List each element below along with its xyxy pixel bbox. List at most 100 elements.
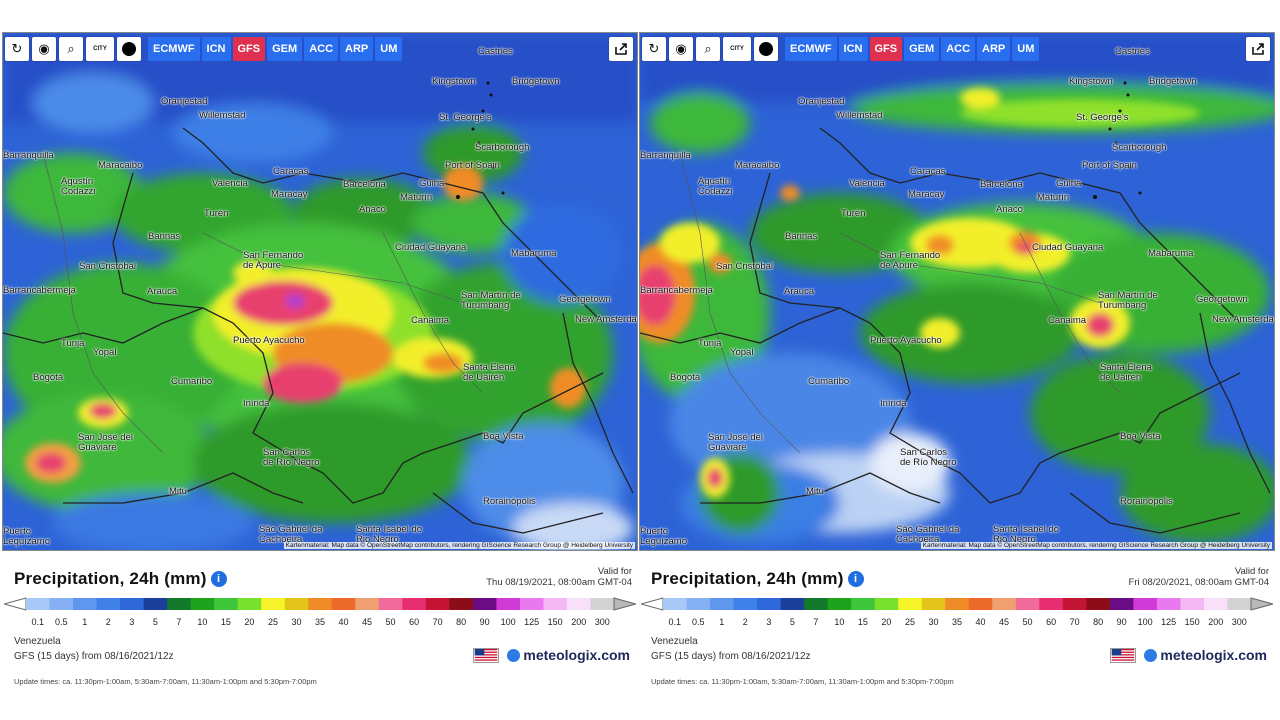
scale-tick-label: 5 xyxy=(152,617,158,627)
scale-swatch xyxy=(1015,598,1040,610)
map-toolbar: ↻ ◉ ⌕ CITY ECMWF ICN GFS GEM ACC ARP UM xyxy=(642,37,1040,61)
place-label: Puerto Ayacucho xyxy=(870,335,942,346)
city-toggle-button[interactable]: CITY xyxy=(723,37,751,61)
scale-swatch xyxy=(733,598,758,610)
city-toggle-button[interactable]: CITY xyxy=(86,37,114,61)
model-button-arp[interactable]: ARP xyxy=(340,37,374,61)
place-label: Kingstown xyxy=(1069,76,1113,87)
place-label: Barrancabermeja xyxy=(3,285,76,296)
model-run: GFS (15 days) from 08/16/2021/12z xyxy=(14,651,174,662)
share-icon[interactable] xyxy=(609,37,633,61)
scale-swatch xyxy=(1156,598,1181,610)
model-button-gem[interactable]: GEM xyxy=(267,37,303,61)
place-label: San José del Guaviare xyxy=(708,432,763,453)
place-label: New Amsterdam xyxy=(1212,314,1275,325)
place-label: Maracaibo xyxy=(98,160,143,171)
place-label: Bogotá xyxy=(670,372,701,383)
info-icon[interactable]: i xyxy=(847,571,864,587)
scale-swatch xyxy=(355,598,380,610)
scale-swatch xyxy=(921,598,946,610)
scale-swatch xyxy=(284,598,309,610)
place-label: Mabaruma xyxy=(511,248,557,259)
model-button-gem[interactable]: GEM xyxy=(904,37,940,61)
place-label: Barinas xyxy=(148,231,181,242)
us-flag-icon[interactable] xyxy=(1110,647,1137,663)
scale-tick-label: 200 xyxy=(1208,617,1224,627)
place-label: Valencia xyxy=(212,178,248,189)
scale-tick-label: 40 xyxy=(338,617,349,627)
scale-tick-label: 40 xyxy=(975,617,986,627)
model-button-icn[interactable]: ICN xyxy=(838,37,868,61)
place-label: Cumaribo xyxy=(808,376,850,387)
place-label: Inírida xyxy=(880,398,907,409)
scale-swatch xyxy=(308,598,333,610)
scale-swatch xyxy=(1180,598,1205,610)
place-label: San Cristóbal xyxy=(79,261,137,272)
place-label: Kingstown xyxy=(432,76,476,87)
model-button-um[interactable]: UM xyxy=(375,37,403,61)
place-label: Boa Vista xyxy=(483,431,524,442)
model-selector: ECMWF ICN GFS GEM ACC ARP UM xyxy=(148,37,403,61)
model-button-gfs[interactable]: GFS xyxy=(869,37,903,61)
scale-tick-label: 2 xyxy=(105,617,111,627)
place-label: Cumaribo xyxy=(171,376,213,387)
update-times: Update times: ca. 11:30pm-1:00am, 5:30am… xyxy=(14,677,317,686)
place-label: Turén xyxy=(841,208,866,219)
scale-tick-label: 0.1 xyxy=(31,617,45,627)
scale-tick-label: 100 xyxy=(500,617,516,627)
place-label: São Gabriel da Cachoeira xyxy=(896,524,960,545)
place-label: Oranjestad xyxy=(161,96,208,107)
place-label: Rorainópolis xyxy=(483,496,536,507)
scale-swatch xyxy=(686,598,711,610)
scale-swatch xyxy=(945,598,970,610)
brand: meteologix.com xyxy=(473,647,630,663)
model-button-gfs[interactable]: GFS xyxy=(232,37,266,61)
scale-tick-label: 1 xyxy=(719,617,725,627)
meteologix-logo[interactable]: meteologix.com xyxy=(1144,647,1267,663)
precipitation-map[interactable]: ↻ ◉ ⌕ CITY ECMWF ICN GFS GEM ACC ARP UM … xyxy=(639,32,1275,551)
scale-tick-label: 3 xyxy=(129,617,135,627)
zoom-icon[interactable]: ⌕ xyxy=(696,37,720,61)
model-button-arp[interactable]: ARP xyxy=(977,37,1011,61)
scale-swatch xyxy=(331,598,356,610)
place-label: Tunja xyxy=(61,338,85,349)
refresh-icon[interactable]: ↻ xyxy=(642,37,666,61)
location-pin-icon[interactable]: ◉ xyxy=(669,37,693,61)
scale-tick-label: 20 xyxy=(244,617,255,627)
scale-tick-label: 150 xyxy=(547,617,563,627)
meteologix-logo[interactable]: meteologix.com xyxy=(507,647,630,663)
place-label: Yopal xyxy=(93,347,117,358)
info-icon[interactable]: i xyxy=(210,571,227,587)
place-label: San José del Guaviare xyxy=(78,432,133,453)
model-button-ecmwf[interactable]: ECMWF xyxy=(785,37,837,61)
model-button-um[interactable]: UM xyxy=(1012,37,1040,61)
refresh-icon[interactable]: ↻ xyxy=(5,37,29,61)
precipitation-map[interactable]: ↻ ◉ ⌕ CITY ECMWF ICN GFS GEM ACC ARP UM … xyxy=(2,32,638,551)
legend-left: Precipitation, 24h (mm) i Valid for Thu 08… xyxy=(2,559,638,692)
point-marker-icon[interactable] xyxy=(117,37,141,61)
scale-tick-label: 50 xyxy=(385,617,396,627)
scale-swatch xyxy=(663,598,688,610)
model-button-acc[interactable]: ACC xyxy=(304,37,339,61)
scale-tick-label: 5 xyxy=(789,617,795,627)
model-button-acc[interactable]: ACC xyxy=(941,37,976,61)
scale-tick-label: 35 xyxy=(951,617,963,627)
place-label: St. George's xyxy=(439,112,492,123)
scale-tick-label: 80 xyxy=(456,617,467,627)
place-label: São Gabriel da Cachoeira xyxy=(259,524,323,545)
place-label: San Martín de Turumbang xyxy=(461,290,521,311)
scale-tick-label: 3 xyxy=(766,617,772,627)
place-label: New Amsterdam xyxy=(575,314,638,325)
scale-tick-label: 7 xyxy=(176,617,182,627)
location-pin-icon[interactable]: ◉ xyxy=(32,37,56,61)
us-flag-icon[interactable] xyxy=(473,647,500,663)
zoom-icon[interactable]: ⌕ xyxy=(59,37,83,61)
place-label: Georgetown xyxy=(559,294,611,305)
model-button-icn[interactable]: ICN xyxy=(201,37,231,61)
model-button-ecmwf[interactable]: ECMWF xyxy=(148,37,200,61)
scale-tick-label: 2 xyxy=(742,617,748,627)
share-icon[interactable] xyxy=(1246,37,1270,61)
scale-tick-label: 125 xyxy=(1161,617,1177,627)
scale-tick-label: 30 xyxy=(291,617,302,627)
point-marker-icon[interactable] xyxy=(754,37,778,61)
